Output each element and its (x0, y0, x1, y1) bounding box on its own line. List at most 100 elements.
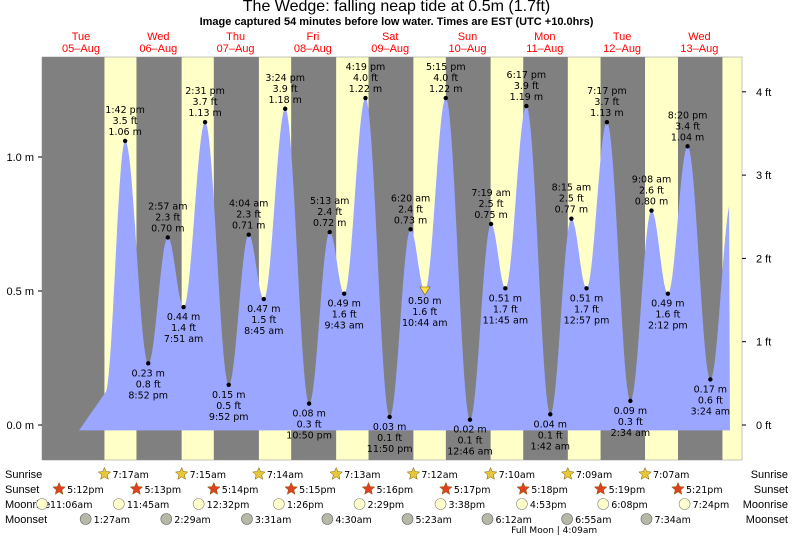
moonset-icon (640, 513, 653, 525)
left-axis-label: 0.5 m (6, 286, 34, 298)
tide-point-dot (628, 398, 633, 404)
left-axis-label: 1.0 m (6, 152, 34, 164)
tide-metre-label: 1.13 m (188, 108, 221, 119)
tide-point-dot (261, 296, 266, 302)
tide-metre-label: 0.73 m (394, 215, 427, 226)
tide-metre-label: 1.22 m (429, 84, 462, 95)
tide-point-dot (443, 95, 448, 101)
sunset-icon (439, 481, 453, 495)
tide-metre-label: 0.04 m (534, 419, 567, 430)
sunrise-time: 7:12am (421, 470, 457, 481)
low-tide-point: 0.15 m0.5 ft9:52 pm (209, 382, 249, 423)
sunset-icon (516, 481, 531, 495)
sunrise-time: 7:09am (576, 470, 612, 481)
axes: 0.0 m 0.5 m 1.0 m 0 ft 1 ft 2 ft 3 ft 4 ft (6, 56, 771, 461)
tide-time-label: 10:44 am (402, 318, 447, 329)
tide-time-label: 8:15 am (552, 183, 591, 194)
tide-time-label: 8:52 pm (128, 390, 168, 401)
tide-time-label: 2:31 pm (185, 86, 225, 97)
current-tide-marker (419, 286, 431, 296)
moonset-time: 4:30am (335, 515, 371, 526)
tide-time-label: 5:13 am (310, 196, 349, 207)
day-header: Tue05–AugWed06–AugThu07–AugFri08–AugSat0… (62, 31, 718, 55)
tide-time-label: 9:43 am (324, 321, 363, 332)
tide-time-label: 11:50 pm (367, 444, 413, 455)
tide-metre-label: 0.47 m (247, 304, 280, 315)
tide-feet-label: 4.0 ft (433, 73, 458, 84)
sunset-time: 5:12pm (67, 485, 104, 496)
tide-point-dot (524, 103, 529, 109)
moonrise-time: 12:32pm (207, 500, 250, 511)
moonset-icon (561, 513, 573, 525)
row-label-right: Moonrise (743, 499, 788, 511)
high-tide-point: 8:20 pm3.4 ft1.04 m (668, 110, 707, 149)
chart-title: The Wedge: falling neap tide at 0.5m (1.… (242, 0, 551, 15)
day-name: Wed (688, 31, 710, 43)
high-tide-point: 5:13 am2.4 ft0.72 m (310, 196, 349, 235)
right-axis-label: 3 ft (756, 170, 771, 182)
high-tide-point: 6:20 am2.4 ft0.73 m (391, 193, 430, 232)
tide-time-label: 6:17 pm (507, 70, 547, 81)
sunset-time: 5:14pm (222, 485, 259, 496)
day-date: 11–Aug (526, 43, 563, 55)
sunset-time: 5:17pm (454, 485, 491, 496)
tide-time-label: 5:15 pm (426, 62, 466, 73)
tide-time-label: 2:12 pm (648, 321, 688, 332)
tide-feet-label: 2.3 ft (155, 212, 180, 223)
tide-point-dot (503, 286, 508, 291)
row-label-right: Moonset (746, 514, 788, 526)
row-label-left: Sunrise (5, 469, 42, 481)
sunset-time: 5:21pm (686, 485, 723, 496)
tide-extremes: 1:42 pm3.5 ft1.06 m 0.23 m0.8 ft8:52 pm 2:… (105, 62, 730, 458)
tide-point-dot (467, 417, 473, 422)
sunrise-icon (97, 466, 112, 480)
tide-point-dot (165, 235, 171, 240)
tide-feet-label: 2.5 ft (559, 194, 584, 205)
tide-time-label: 3:24 pm (265, 73, 305, 84)
moonrise-icon (192, 498, 205, 510)
moonrise-time: 4:53pm (530, 500, 567, 511)
moonrise-icon (113, 498, 125, 510)
tide-point-dot (708, 377, 713, 382)
tide-metre-label: 0.51 m (489, 293, 522, 304)
moonset-icon (481, 513, 494, 525)
tide-area-path (79, 98, 730, 431)
tide-time-label: 6:20 am (391, 193, 430, 204)
tide-time-label: 2:34 am (611, 428, 650, 439)
moonset-time: 1:27am (94, 515, 130, 526)
tide-metre-label: 0.77 m (555, 205, 588, 216)
moonset-icon (241, 513, 253, 525)
sunrise-time: 7:07am (653, 470, 689, 481)
sunrise-icon (329, 466, 343, 480)
row-label-right: Sunrise (751, 469, 788, 481)
tide-time-label: 1:42 am (531, 441, 570, 452)
low-tide-point: 0.49 m1.6 ft2:12 pm (648, 291, 688, 332)
sunrise-icon (252, 466, 266, 480)
tide-point-dot (548, 412, 553, 417)
high-tide-point: 7:19 am2.5 ft0.75 m (471, 188, 511, 227)
day-date: 06–Aug (139, 43, 177, 55)
tide-time-label: 12:57 pm (564, 315, 610, 326)
moonset-time: 7:34am (654, 515, 690, 526)
tide-feet-label: 3.5 ft (113, 116, 138, 127)
day-name: Thu (226, 31, 245, 43)
right-axis-label: 2 ft (756, 253, 771, 265)
tide-metre-label: 0.44 m (167, 312, 200, 323)
tide-time-label: 7:51 am (164, 334, 203, 345)
tide-feet-label: 3.7 ft (193, 97, 218, 108)
sunrise-icon (560, 466, 575, 480)
low-tide-point: 0.04 m0.1 ft1:42 am (531, 412, 570, 452)
moonrise-icon (36, 498, 48, 510)
day-name: Wed (147, 31, 169, 43)
tide-feet-label: 2.5 ft (479, 199, 504, 210)
day-name: Tue (613, 31, 632, 43)
moonrise-time: 6:08pm (611, 500, 648, 511)
high-tide-point: 5:15 pm4.0 ft1.22 m (426, 62, 466, 101)
low-tide-point: 0.23 m0.8 ft8:52 pm (128, 361, 168, 401)
tide-point-dot (202, 119, 208, 125)
sunset-time: 5:16pm (377, 485, 414, 496)
